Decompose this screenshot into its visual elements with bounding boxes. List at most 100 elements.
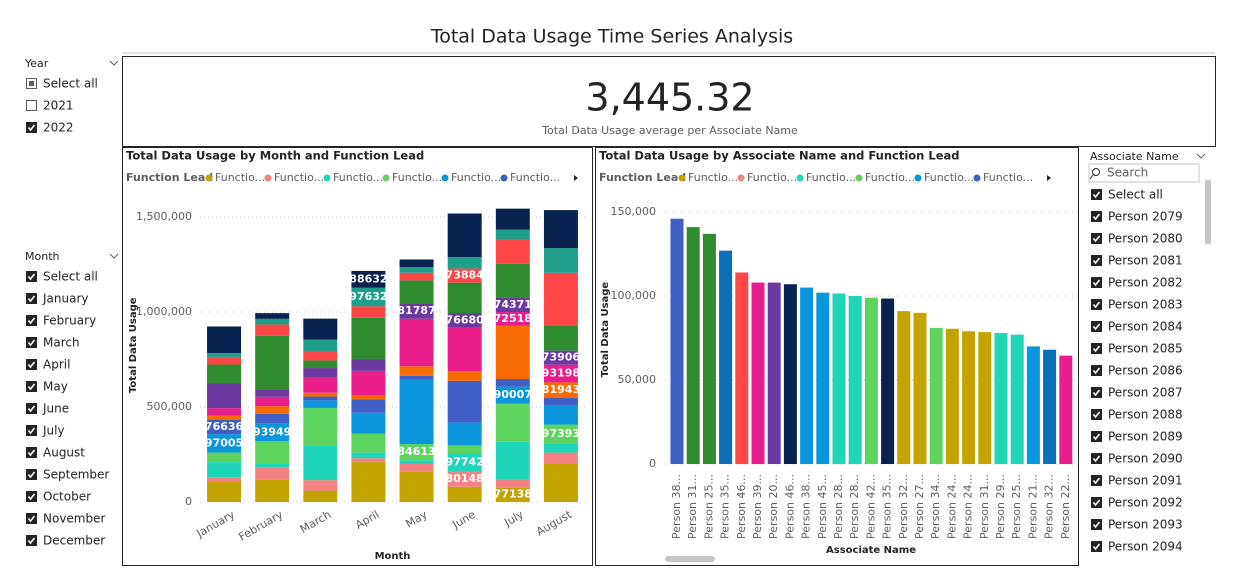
checkmark xyxy=(1092,433,1101,441)
slicer-item[interactable]: Person 2092 xyxy=(1108,496,1183,510)
bar-segment xyxy=(351,370,386,396)
legend-label: Functio... xyxy=(983,171,1033,184)
slicer-item[interactable]: Select all xyxy=(1108,188,1163,202)
slicer-item[interactable]: Person 2079 xyxy=(1108,210,1183,224)
bar-segment xyxy=(303,480,338,491)
slicer-item[interactable]: May xyxy=(43,380,68,394)
x-tick-label: Person 46... xyxy=(735,474,748,539)
checkmark xyxy=(27,273,36,281)
search-placeholder: Search xyxy=(1107,166,1148,180)
slicer-item[interactable]: Person 2090 xyxy=(1108,452,1183,466)
bar-segment xyxy=(255,413,290,424)
slicer-chevron[interactable] xyxy=(109,60,119,66)
data-label: 81943 xyxy=(542,383,580,396)
search-icon xyxy=(1089,174,1094,180)
slicer-item[interactable]: October xyxy=(43,490,91,504)
slicer-item[interactable]: August xyxy=(43,446,85,460)
slicer-item[interactable]: February xyxy=(43,314,96,328)
slicer-item[interactable]: 2022 xyxy=(43,121,74,135)
x-tick-label: Person 32... xyxy=(1043,474,1056,539)
bar-segment xyxy=(543,452,578,464)
bar-segment xyxy=(303,396,338,401)
bar-segment xyxy=(495,386,530,404)
slicer-item[interactable]: November xyxy=(43,512,105,526)
x-axis-label: Associate Name xyxy=(826,545,916,556)
checkmark xyxy=(27,537,36,545)
bar-segment xyxy=(495,208,530,230)
x-tick-label: Person 42... xyxy=(864,474,877,539)
slicer-item[interactable]: Person 2084 xyxy=(1108,320,1183,334)
bar-segment xyxy=(543,405,578,425)
y-tick-label: 500,000 xyxy=(147,400,193,413)
bar-segment xyxy=(399,259,434,268)
slicer-item[interactable]: Select all xyxy=(43,270,98,284)
slicer-chevron[interactable] xyxy=(109,253,119,259)
checkmark xyxy=(27,124,36,132)
x-tick-label: Person 24... xyxy=(945,474,958,539)
slicer-chevron[interactable] xyxy=(1196,153,1206,159)
checkmark xyxy=(27,515,36,523)
slicer-item[interactable]: Person 2082 xyxy=(1108,276,1183,290)
bar-segment xyxy=(543,248,578,273)
slicer-item[interactable]: December xyxy=(43,534,105,548)
slicer-item[interactable]: Person 2080 xyxy=(1108,232,1183,246)
slicer-item[interactable]: March xyxy=(43,336,80,350)
slicer-item[interactable]: 2021 xyxy=(43,99,74,113)
bar-segment xyxy=(303,377,338,393)
slicer-title: Associate Name xyxy=(1090,150,1179,163)
slicer-item[interactable]: Person 2094 xyxy=(1108,540,1183,554)
bar-segment xyxy=(207,452,242,463)
slicer-item[interactable]: Person 2081 xyxy=(1108,254,1183,268)
bar xyxy=(913,312,927,464)
bar-segment xyxy=(543,272,578,326)
page-title: Total Data Usage Time Series Analysis xyxy=(430,26,793,48)
slicer-item[interactable]: Person 2089 xyxy=(1108,430,1183,444)
checkbox[interactable] xyxy=(26,100,37,111)
scrollbar[interactable] xyxy=(665,556,715,562)
data-label: 93949 xyxy=(253,425,291,438)
bar-segment xyxy=(207,353,242,357)
slicer-item[interactable]: Person 2088 xyxy=(1108,408,1183,422)
bar-segment xyxy=(495,325,530,380)
checkmark xyxy=(27,493,36,501)
bar-segment xyxy=(543,382,578,398)
slicer-item[interactable]: April xyxy=(43,358,70,372)
bar-segment xyxy=(303,445,338,481)
checkmark xyxy=(1092,279,1101,287)
slicer-item[interactable]: June xyxy=(42,402,69,416)
slicer-item[interactable]: Person 2093 xyxy=(1108,518,1183,532)
bar-segment xyxy=(303,339,338,351)
checkmark xyxy=(1092,191,1101,199)
kpi-value: 3,445.32 xyxy=(585,76,754,120)
checkmark xyxy=(1092,389,1101,397)
slicer-item[interactable]: Person 2091 xyxy=(1108,474,1183,488)
bar-segment xyxy=(543,364,578,383)
slicer-item[interactable]: January xyxy=(42,292,89,306)
slicer-item[interactable]: Person 2085 xyxy=(1108,342,1183,356)
bar-segment xyxy=(255,479,290,502)
legend-label: Functio... xyxy=(510,171,560,184)
checkmark xyxy=(1092,213,1101,221)
bar-segment xyxy=(495,229,530,240)
scrollbar[interactable] xyxy=(1205,180,1211,244)
search-box[interactable] xyxy=(1088,163,1200,183)
legend-next[interactable] xyxy=(1047,175,1051,181)
bar-segment xyxy=(303,400,338,408)
checkmark xyxy=(27,317,36,325)
legend-swatch xyxy=(914,174,922,182)
legend-label: Functio... xyxy=(924,171,974,184)
bar-segment xyxy=(543,397,578,406)
slicer-item[interactable]: Select all xyxy=(43,77,98,91)
x-tick-label: Person 22... xyxy=(1059,474,1072,539)
slicer-item[interactable]: September xyxy=(43,468,109,482)
x-tick-label: February xyxy=(236,508,285,544)
slicer-title: Month xyxy=(25,250,60,263)
x-tick-label: Person 28... xyxy=(848,474,861,539)
slicer-item[interactable]: Person 2086 xyxy=(1108,364,1183,378)
checkmark xyxy=(27,405,36,413)
slicer-item[interactable]: Person 2083 xyxy=(1108,298,1183,312)
legend-next[interactable] xyxy=(574,175,578,181)
slicer-item[interactable]: Person 2087 xyxy=(1108,386,1183,400)
bar xyxy=(767,282,781,464)
slicer-item[interactable]: July xyxy=(42,424,65,438)
